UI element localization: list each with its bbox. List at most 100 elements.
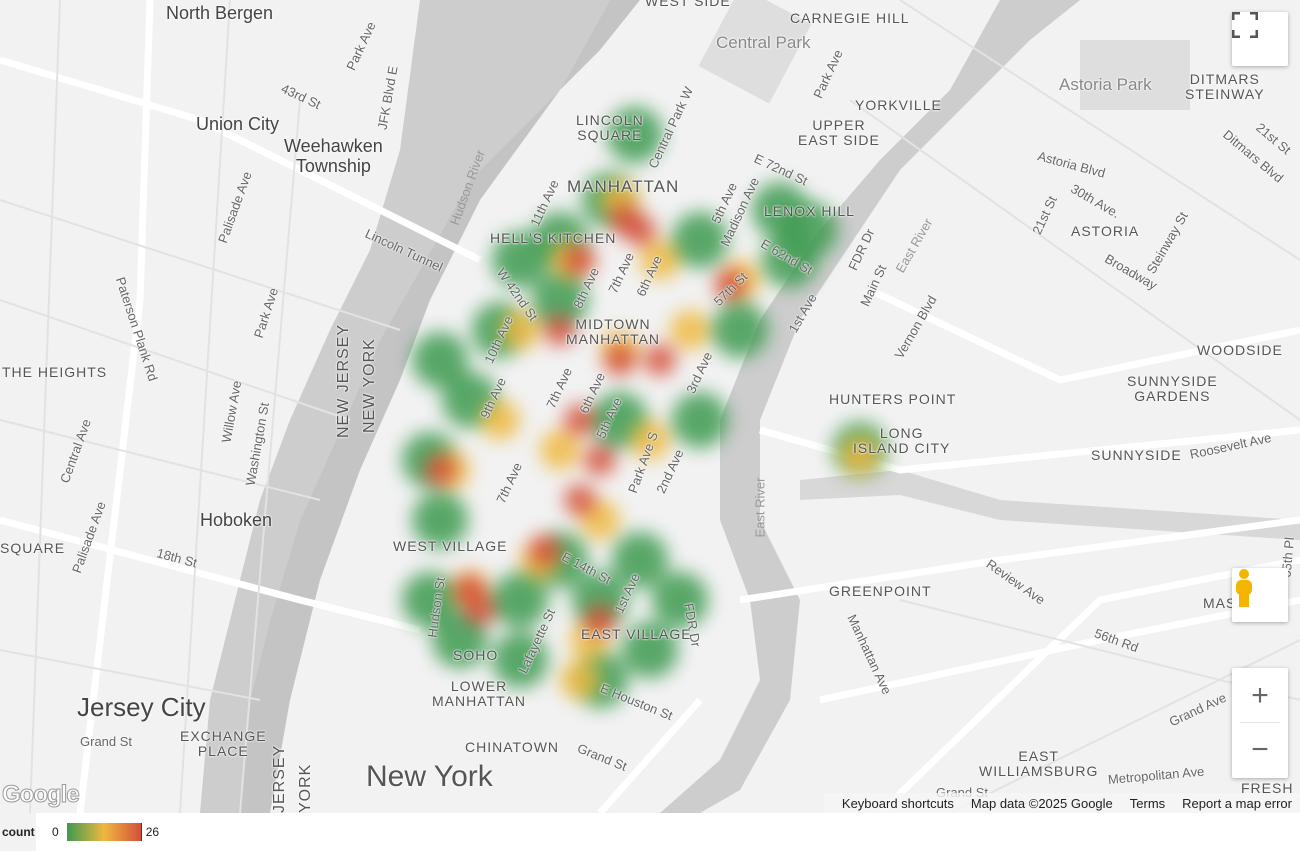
heat-blob <box>672 392 728 448</box>
heat-blob <box>564 484 596 516</box>
heat-blob <box>584 604 616 636</box>
expressway <box>800 470 1300 540</box>
label-east-village: EAST VILLAGE <box>581 626 692 642</box>
east-river <box>660 0 1080 813</box>
label-soho: SOHO <box>453 647 499 663</box>
label-west-side: WEST SIDE <box>645 0 731 9</box>
heat-blob <box>712 302 768 358</box>
attribution-bar: Keyboard shortcuts Map data ©2025 Google… <box>823 793 1300 813</box>
heat-blob <box>612 532 668 588</box>
heat-blob <box>560 660 600 700</box>
label-yorkville: YORKVILLE <box>855 97 942 113</box>
pegman-icon <box>1236 569 1252 607</box>
label-upper-east-side: UPPER EAST SIDE <box>798 117 880 148</box>
map-canvas[interactable]: North Bergen Union City Weehawken Townsh… <box>0 0 1300 813</box>
label-hunters-point: HUNTERS POINT <box>829 391 957 407</box>
label-central-park: Central Park <box>716 33 811 52</box>
google-logo[interactable]: Google <box>2 781 81 809</box>
label-long-island-city: LONG ISLAND CITY <box>853 425 951 456</box>
heat-blob <box>714 269 746 301</box>
heat-blob <box>840 435 880 475</box>
label-chinatown: CHINATOWN <box>465 739 560 755</box>
label-hells-kitchen: HELL'S KITCHEN <box>490 230 617 246</box>
legend-title: count <box>0 813 36 851</box>
label-midtown: MIDTOWN MANHATTAN <box>566 316 661 347</box>
heat-blob <box>640 240 680 280</box>
heat-blob <box>672 212 728 268</box>
heat-blob <box>644 344 676 376</box>
heat-blob <box>492 232 548 288</box>
heat-blob <box>464 594 496 626</box>
heat-blob <box>752 182 808 238</box>
label-greenpoint: GREENPOINT <box>829 583 932 599</box>
hudson-river-pier-area <box>240 0 640 813</box>
zoom-control: + − <box>1232 668 1288 778</box>
label-fresh: FRESH <box>1241 780 1294 796</box>
label-the-heights: THE HEIGHTS <box>2 364 108 380</box>
heat-blob <box>532 272 588 328</box>
heat-blob <box>670 310 710 350</box>
astoria-park-area <box>1080 40 1190 110</box>
label-new-york-state: NEW YORK <box>361 338 378 433</box>
label-ditmars-steinway: DITMARS STEINWAY <box>1185 71 1265 102</box>
label-carnegie-hill: CARNEGIE HILL <box>790 10 910 26</box>
heat-blob <box>540 430 580 470</box>
label-sunnyside: SUNNYSIDE <box>1091 447 1182 463</box>
legend-max: 26 <box>145 825 160 839</box>
heat-blob <box>432 612 488 668</box>
heat-blob <box>630 420 670 460</box>
heat-blob <box>622 622 678 678</box>
label-sunnyside-gardens: SUNNYSIDE GARDENS <box>1127 373 1218 404</box>
keyboard-shortcuts-link[interactable]: Keyboard shortcuts <box>841 795 954 811</box>
heat-blob <box>584 444 616 476</box>
heat-blob <box>652 572 708 628</box>
terms-link[interactable]: Terms <box>1129 795 1166 811</box>
label-east-williamsburg: EAST WILLIAMSBURG <box>979 748 1099 779</box>
fullscreen-icon <box>1232 12 1258 38</box>
label-york: YORK <box>297 763 314 813</box>
heat-blob <box>607 107 663 163</box>
label-lincoln-square: LINCOLN SQUARE <box>576 112 644 143</box>
heat-blob <box>492 572 548 628</box>
label-new-jersey: NEW JERSEY <box>335 323 352 438</box>
label-square: SQUARE <box>0 540 66 556</box>
label-mas: MAS <box>1203 595 1237 611</box>
street-view-pegman-button[interactable] <box>1232 568 1288 622</box>
label-union-city: Union City <box>196 114 280 134</box>
label-grand-st-nj: Grand St <box>80 734 133 749</box>
label-east-river-2: East River <box>752 477 768 538</box>
zoom-out-button[interactable]: − <box>1251 733 1269 766</box>
heat-blob <box>412 492 468 548</box>
fullscreen-button[interactable] <box>1232 12 1288 66</box>
label-new-york: New York <box>366 760 493 793</box>
label-west-village: WEST VILLAGE <box>393 538 508 554</box>
heat-blob <box>544 314 576 346</box>
heat-blob <box>424 454 456 486</box>
heat-blob <box>412 332 468 388</box>
label-lenox-hill: LENOX HILL <box>764 203 855 219</box>
legend-min: 0 <box>52 825 59 839</box>
heat-blob <box>492 632 548 688</box>
minor-roads <box>0 0 1300 813</box>
label-exchange-place: EXCHANGE PLACE <box>180 728 267 759</box>
label-manhattan: MANHATTAN <box>567 177 680 196</box>
report-map-error-link[interactable]: Report a map error <box>1182 795 1292 811</box>
label-astoria: ASTORIA <box>1071 223 1140 239</box>
heat-blob <box>624 214 656 246</box>
label-jersey: JERSEY <box>271 744 288 813</box>
label-lower-manhattan: LOWER MANHATTAN <box>432 678 527 709</box>
heat-blob <box>564 404 596 436</box>
heat-blob <box>604 344 636 376</box>
heat-blob <box>500 310 540 350</box>
hudson-river <box>200 0 610 813</box>
heat-blob <box>480 400 520 440</box>
zoom-in-button[interactable]: + <box>1240 669 1280 723</box>
map-data-text: Map data ©2025 Google <box>970 795 1113 811</box>
heatmap-layer <box>402 107 888 708</box>
label-hoboken: Hoboken <box>200 510 273 530</box>
heatmap-legend: count 0 26 <box>0 813 1300 851</box>
map-base <box>0 0 1300 813</box>
label-woodside: WOODSIDE <box>1197 342 1283 358</box>
label-jersey-city: Jersey City <box>77 692 206 722</box>
legend-gradient <box>66 823 142 841</box>
